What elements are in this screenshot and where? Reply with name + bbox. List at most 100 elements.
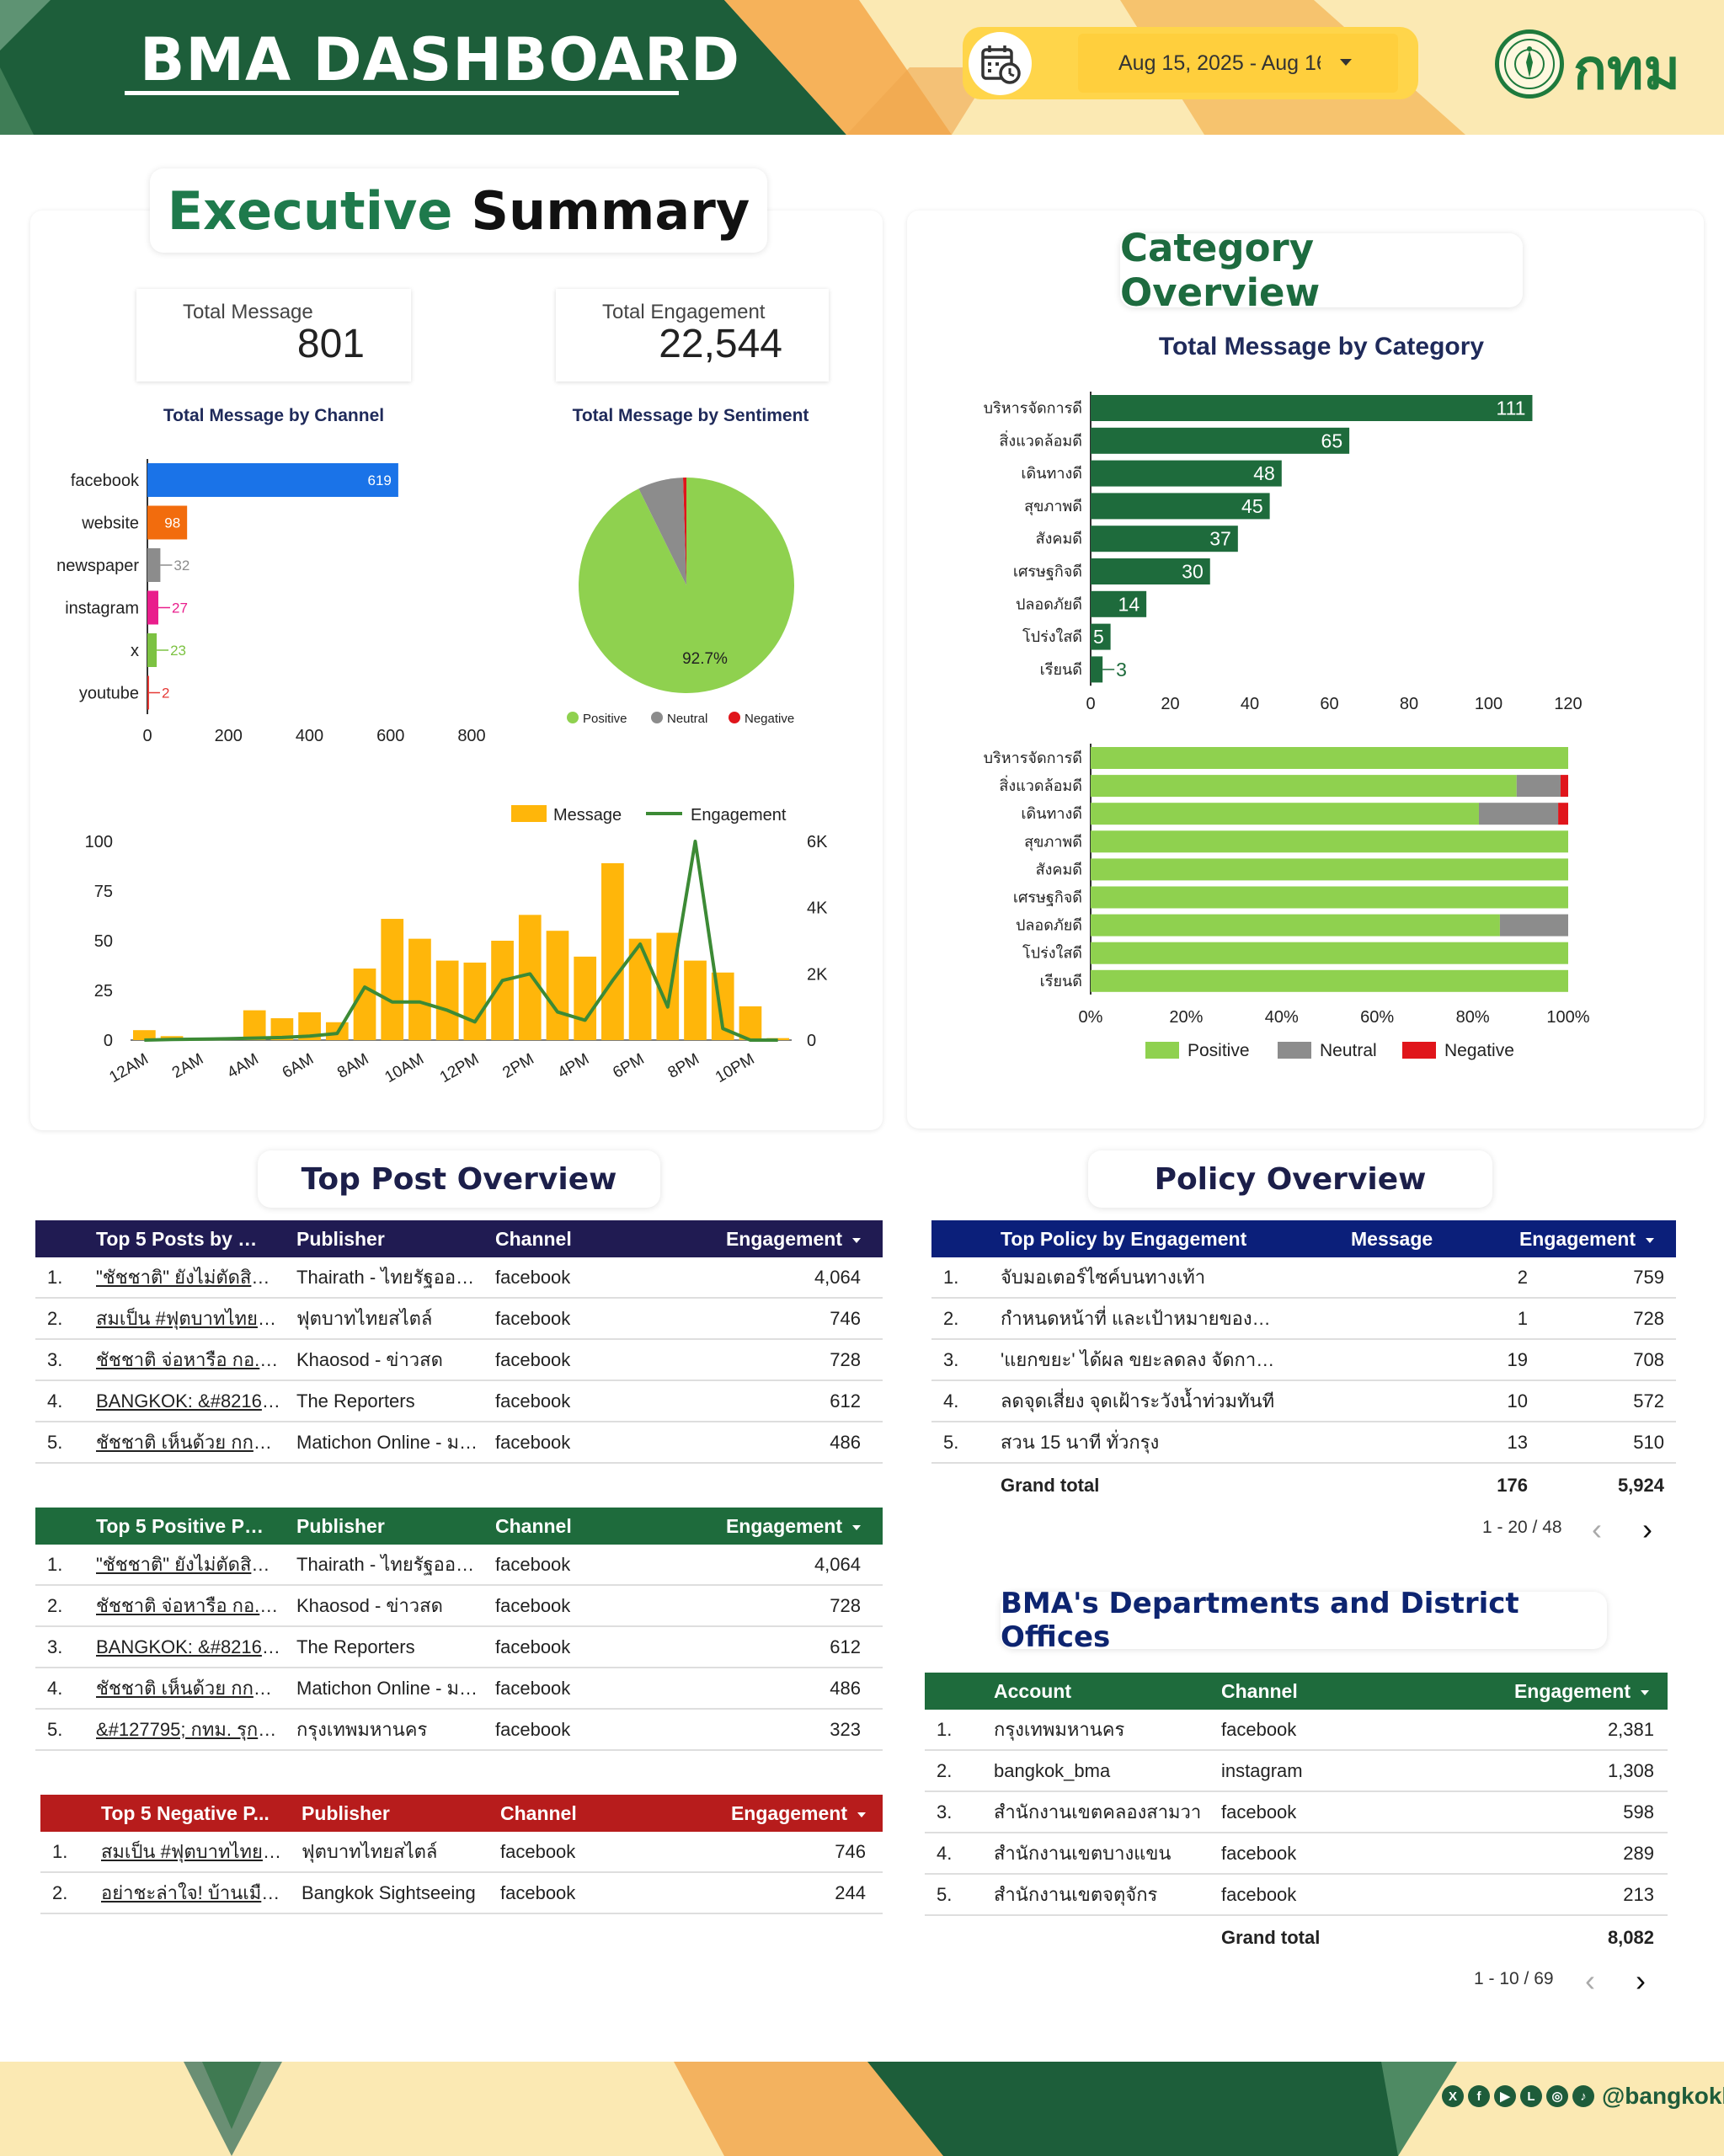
category-label: youtube	[79, 685, 139, 703]
data-label: 30	[1182, 561, 1204, 583]
youtube-icon[interactable]: ▶	[1494, 2085, 1516, 2107]
tiktok-icon[interactable]: ♪	[1572, 2085, 1594, 2107]
departments-pager-text: 1 - 10 / 69	[1474, 1969, 1554, 1988]
account-cell: สำนักงานเขตบางแขน	[994, 1843, 1172, 1864]
instagram-icon[interactable]: ◎	[1546, 2085, 1568, 2107]
post-link[interactable]: BANGKOK: &#8216;ชั...	[96, 1636, 281, 1657]
title-underline	[125, 91, 679, 95]
post-link[interactable]: ชัชชาติ จ่อหารือ กอ.รมน.ก...	[96, 1595, 281, 1616]
tick-label: 0	[1086, 695, 1095, 713]
sentiment-pie-chart: 92.7% Positive Neutral Negative	[567, 478, 794, 726]
bma-seal-logo	[1495, 29, 1564, 99]
row-number: 1.	[47, 1554, 63, 1575]
category-label: เดินทางดี	[1021, 465, 1082, 483]
category-sentiment-stacked-chart: บริหารจัดการดีสิ่งแวดล้อมดีเดินทางดีสุขภ…	[984, 744, 1590, 1060]
tick-label: 4PM	[555, 1050, 592, 1082]
sort-caret-icon	[1646, 1237, 1654, 1243]
table-row: 2. สมเป็น #ฟุตบาทไทยสไต... ฟุตบาทไทยสไตล์ f…	[35, 1299, 883, 1340]
post-link[interactable]: ชัชชาติ เห็นด้วย กกต.เริ่มส...	[96, 1678, 281, 1699]
row-number: 5.	[47, 1432, 63, 1453]
table-row: 2. ชัชชาติ จ่อหารือ กอ.รมน.ก... Khaosod - …	[35, 1586, 883, 1627]
engagement-sort-header[interactable]: Engagement	[1470, 1220, 1654, 1257]
sort-caret-icon	[852, 1524, 861, 1530]
footer-banner	[0, 2062, 1724, 2156]
bar	[243, 1010, 266, 1040]
bar	[381, 919, 404, 1040]
legend-label: Positive	[1188, 1041, 1250, 1060]
kpi-label: Total Message	[183, 301, 313, 323]
publisher-cell: The Reporters	[296, 1390, 415, 1412]
kpi-label: Total Engagement	[602, 301, 766, 323]
slice-label: 92.7%	[682, 650, 728, 668]
grand-total-message: 176	[1497, 1475, 1528, 1496]
column-header-label: Engagement	[730, 1802, 847, 1824]
x-icon[interactable]: X	[1442, 2085, 1464, 2107]
tick-label: 2PM	[499, 1050, 536, 1082]
table-row: 5. สวน 15 นาที ทั่วกรุง 13 510	[931, 1422, 1676, 1464]
legend-marker	[651, 712, 663, 723]
bar	[147, 505, 188, 540]
channel-cell: facebook	[500, 1882, 576, 1903]
category-label: สิ่งแวดล้อมดี	[999, 430, 1082, 450]
row-number: 3.	[47, 1636, 63, 1657]
chevron-right-icon[interactable]: ›	[1642, 1512, 1652, 1546]
bar	[766, 1038, 789, 1040]
calendar-icon[interactable]	[969, 32, 1032, 95]
category-label: x	[131, 642, 139, 660]
message-cell: 13	[1507, 1432, 1528, 1453]
facebook-icon[interactable]: f	[1468, 2085, 1490, 2107]
tick-label: 120	[1554, 695, 1582, 713]
grand-total-label: Grand total	[1001, 1475, 1100, 1496]
stacked-segment	[1091, 942, 1568, 964]
bma-logo-text: กทม	[1573, 37, 1680, 102]
bar	[1091, 656, 1103, 683]
chevron-down-icon	[1340, 59, 1352, 66]
post-link[interactable]: อย่าชะล่าใจ! บ้านเมืองเรา...	[101, 1882, 286, 1903]
date-range-dropdown[interactable]: Aug 15, 2025 - Aug 16, 2025	[1078, 34, 1398, 93]
tick-label: 100	[85, 833, 113, 851]
post-link[interactable]: &#127795; กทม. รุกพั...	[96, 1719, 281, 1740]
table-row: 1. "ชัชชาติ" ยังไม่ตัดสินใจลง... Thairath …	[35, 1257, 883, 1299]
column-header-label: Engagement	[1513, 1680, 1631, 1702]
header-banner: BMA DASHBOARD Aug 15, 2025 - Aug 16, 202…	[0, 0, 1724, 135]
chevron-right-icon[interactable]: ›	[1636, 1963, 1646, 1998]
pie-slice	[579, 478, 794, 693]
post-link[interactable]: BANGKOK: &#8216;ชั...	[96, 1390, 281, 1412]
chevron-left-icon[interactable]: ‹	[1592, 1512, 1602, 1546]
tick-label: 20%	[1169, 1008, 1203, 1027]
policy-cell: กำหนดหน้าที่ และเป้าหมายของคณะกรรม...	[1001, 1308, 1278, 1329]
data-label: 45	[1241, 495, 1263, 517]
post-link[interactable]: สมเป็น #ฟุตบาทไทยสไต...	[101, 1841, 286, 1862]
engagement-sort-header[interactable]: Engagement	[642, 1508, 861, 1545]
row-number: 1.	[943, 1267, 959, 1288]
table-row: 2. bangkok_bma instagram 1,308	[925, 1751, 1668, 1792]
policy-cell: ลดจุดเสี่ยง จุดเฝ้าระวังน้ำท่วมทันที	[1001, 1390, 1275, 1412]
tick-label: 0%	[1079, 1008, 1103, 1027]
post-link[interactable]: ชัชชาติ จ่อหารือ กอ.รมน.ก...	[96, 1349, 281, 1370]
category-label: ปลอดภัยดี	[1016, 917, 1082, 935]
kpi-total-message: Total Message 801	[136, 289, 411, 382]
legend-marker	[511, 805, 547, 822]
publisher-cell: Matichon Online - มติ...	[296, 1678, 486, 1699]
table-header: Top Policy by Engagement Message Engagemen…	[931, 1220, 1676, 1257]
stacked-segment	[1091, 914, 1500, 937]
tick-label: 600	[376, 727, 404, 745]
tick-label: 75	[94, 883, 113, 901]
chevron-left-icon[interactable]: ‹	[1585, 1963, 1595, 1998]
engagement-sort-header[interactable]: Engagement	[647, 1795, 866, 1832]
post-link[interactable]: "ชัชชาติ" ยังไม่ตัดสินใจลง...	[96, 1554, 281, 1575]
post-link[interactable]: ชัชชาติ เห็นด้วย กกต.เริ่มส...	[96, 1432, 281, 1453]
category-label: facebook	[71, 472, 140, 490]
engagement-cell: 213	[1623, 1884, 1654, 1905]
post-link[interactable]: "ชัชชาติ" ยังไม่ตัดสินใจลง...	[96, 1267, 281, 1288]
account-cell: สำนักงานเขตคลองสามวา	[994, 1801, 1202, 1822]
channel-cell: facebook	[500, 1841, 576, 1862]
channel-cell: facebook	[1221, 1843, 1297, 1864]
bar	[601, 862, 624, 1040]
post-link[interactable]: สมเป็น #ฟุตบาทไทยสไต...	[96, 1308, 281, 1329]
pie-slice	[638, 478, 686, 585]
row-number: 1.	[937, 1719, 953, 1740]
engagement-sort-header[interactable]: Engagement	[1447, 1673, 1649, 1710]
line-icon[interactable]: L	[1520, 2085, 1542, 2107]
engagement-sort-header[interactable]: Engagement	[642, 1220, 861, 1257]
